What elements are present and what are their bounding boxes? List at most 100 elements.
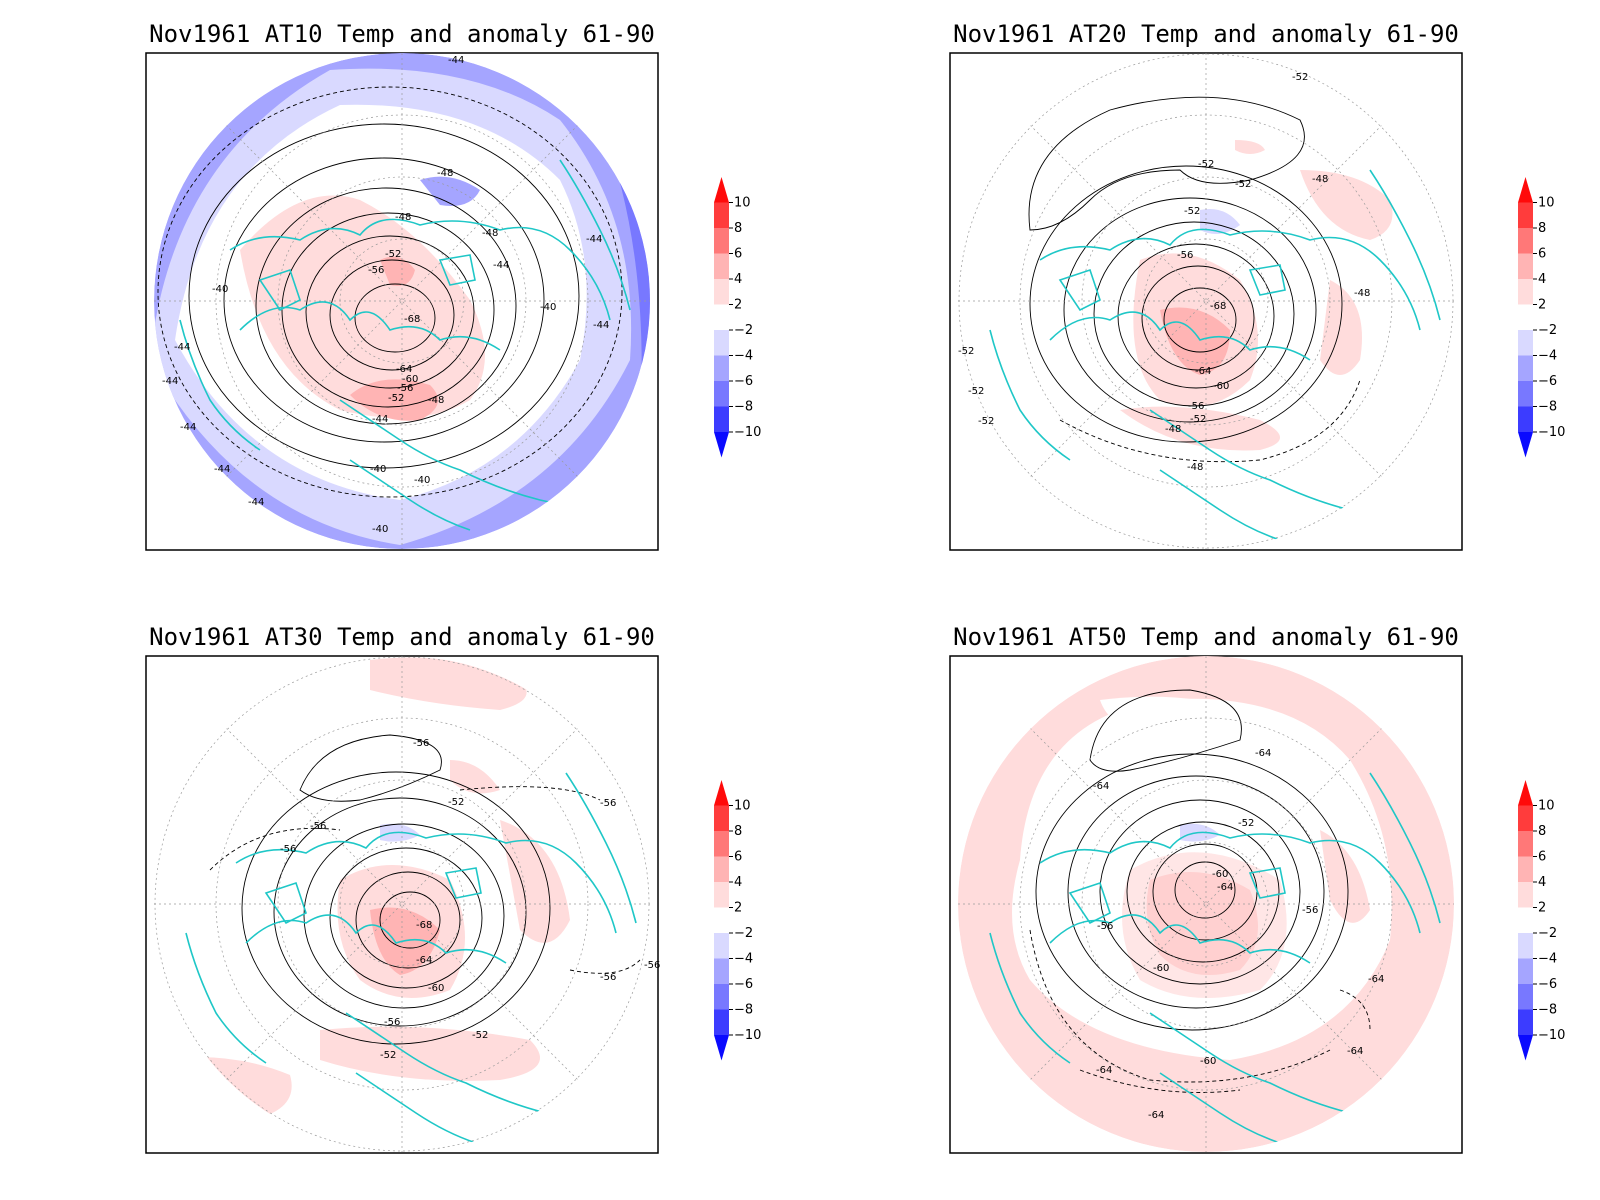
colorbar-label: −8 [1538,1003,1557,1018]
colorbar-label: −10 [734,425,761,440]
colorbar-swatch [714,1009,729,1035]
contours [157,86,623,498]
contour-label: -52 [385,249,401,260]
colorbar-label: −4 [734,952,753,967]
contour-label: -56 [1302,905,1318,916]
colorbar-swatch [1518,907,1533,933]
contour-label: -44 [180,422,196,433]
contour-label: -52 [968,386,984,397]
contour-label: -64 [1148,1110,1164,1121]
colorbar-label: 8 [1538,824,1546,839]
contour-label: -48 [437,168,453,179]
colorbar-label: −10 [734,1028,761,1043]
colorbar-label: −6 [734,977,753,992]
colorbar-label: −6 [1538,977,1557,992]
contour-label: -52 [958,346,974,357]
colorbar-swatch [1518,330,1533,356]
colorbar-swatch [714,202,729,228]
colorbar-arrow-bottom [1518,432,1533,458]
panel-title: Nov1961 AT30 Temp and anomaly 61-90 [149,623,655,651]
colorbar-label: −6 [734,374,753,389]
contour-label: -64 [1217,882,1233,893]
colorbar-label: −2 [734,926,753,941]
contour-label: -56 [310,821,326,832]
contour-label: -52 [978,416,994,427]
contour-label: -40 [370,464,386,475]
colorbar-swatch [1518,304,1533,330]
colorbar-swatch [1518,253,1533,279]
colorbar-swatch [714,253,729,279]
contour-label: -44 [174,342,190,353]
contour-label: -52 [380,1050,396,1061]
colorbar-swatch [714,355,729,381]
colorbar-swatch [1518,406,1533,432]
colorbar-label: −2 [1538,926,1557,941]
colorbar-label: 10 [734,799,751,814]
colorbar-swatch [714,907,729,933]
colorbar-label: 2 [1538,298,1546,313]
colorbar-swatch [714,831,729,857]
colorbar: 10 8 6 4 2 −2 −4 −6 −8 −10 [714,177,761,458]
contour-label: -64 [1195,366,1211,377]
colorbar-swatch [1518,228,1533,254]
panel-title: Nov1961 AT10 Temp and anomaly 61-90 [149,20,655,48]
contour-label: -44 [372,414,388,425]
contour-label: -56 [368,265,384,276]
contour-label: -56 [644,960,660,971]
colorbar-label: 6 [1538,247,1546,262]
colorbar-arrow-top [714,780,729,806]
colorbar-label: 4 [1538,875,1546,890]
colorbar-label: 4 [734,272,742,287]
colorbars: 10 8 6 4 2 −2 −4 −6 −8 −10 10 8 6 4 2 −2 −4 −6 −8 −10 10 8 6 4 2… [714,177,1565,1061]
contour-label: -60 [1213,381,1229,392]
colorbar-label: 10 [1538,196,1555,211]
contour-labels: -64 -64 -52 -60 -64 -56 -56 -60 -64 -60 … [1093,748,1384,1121]
colorbar-swatch [1518,958,1533,984]
colorbar-swatch [1518,381,1533,407]
colorbar-label: 2 [734,901,742,916]
contour-label: -56 [1177,250,1193,261]
colorbar: 10 8 6 4 2 −2 −4 −6 −8 −10 [1518,780,1565,1061]
contour-labels: -52 -52 -52 -52 -48 -56 -68 -64 -60 -56 … [958,72,1370,473]
contour-label: -44 [593,320,609,331]
colorbar: 10 8 6 4 2 −2 −4 −6 −8 −10 [1518,177,1565,458]
contour-label: -56 [397,383,413,394]
colorbar-label: 4 [734,875,742,890]
contour-label: -44 [493,260,509,271]
contour-label: -64 [396,364,412,375]
contour-label: -56 [1097,921,1113,932]
colorbar-label: 8 [1538,221,1546,236]
contour-label: -40 [414,475,430,486]
contour-label: -64 [1093,781,1109,792]
colorbar-swatch [1518,882,1533,908]
panel-title: Nov1961 AT50 Temp and anomaly 61-90 [953,623,1459,651]
graticule [154,53,650,549]
colorbar-label: −8 [734,1003,753,1018]
contour-label: -48 [428,395,444,406]
colorbar-label: −4 [734,349,753,364]
contour-label: -56 [600,972,616,983]
contour-labels: -56 -56 -52 -56 -56 -68 -64 -60 -56 -52 … [280,738,660,1061]
contour-label: -60 [1212,869,1228,880]
contour-label: -52 [1235,179,1251,190]
contour-label: -44 [586,234,602,245]
contour-label: -56 [1188,401,1204,412]
contour-label: -68 [404,314,420,325]
contour-label: -40 [212,284,228,295]
contour-label: -68 [1210,301,1226,312]
contours [1029,689,1371,1093]
contour-label: -44 [214,464,230,475]
colorbar-swatch [1518,984,1533,1010]
colorbar-label: 8 [734,221,742,236]
colorbar-swatch [1518,856,1533,882]
contour-label: -60 [1153,963,1169,974]
contour-label: -52 [472,1030,488,1041]
contour-label: -44 [248,497,264,508]
contour-label: -52 [448,797,464,808]
colorbar-label: −2 [1538,323,1557,338]
map-panel-at30: Nov1961 AT30 Temp and anomaly 61-90 [145,623,660,1154]
contour-label: -64 [1368,974,1384,985]
colorbar-label: −8 [1538,400,1557,415]
colorbar-label: 8 [734,824,742,839]
colorbar-label: −8 [734,400,753,415]
